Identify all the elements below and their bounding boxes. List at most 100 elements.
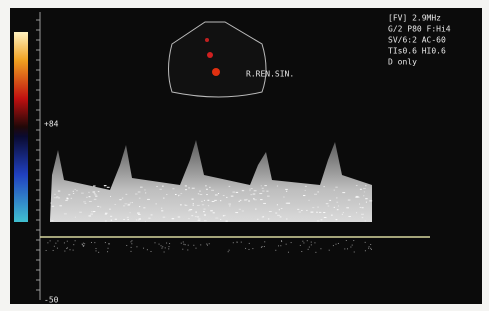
speckle [166,194,167,195]
speckle [231,196,234,197]
speckle [360,207,362,208]
speckle [193,203,194,204]
speckle [323,212,325,213]
speckle [168,248,169,249]
speckle [207,245,208,246]
speckle [253,198,255,199]
speckle [50,240,51,241]
speckle [249,190,250,191]
speckle [279,209,280,210]
speckle [104,186,105,187]
speckle [311,244,312,245]
speckle [162,186,164,187]
speckle [109,243,110,244]
speckle [126,245,127,246]
speckle [202,204,204,205]
speckle [269,211,272,212]
speckle [342,214,343,215]
speckle [105,220,107,221]
speckle [86,197,87,198]
speckle [262,246,263,247]
speckle [126,194,128,195]
speckle [135,194,137,195]
speckle [324,186,325,187]
speckle [249,243,250,244]
speckle [264,241,265,242]
speckle [242,210,244,211]
speckle [242,190,244,191]
speckle [161,248,162,249]
speckle [350,247,351,248]
speckle [66,248,67,249]
speckle [57,240,58,241]
speckle [132,202,133,203]
speckle [185,189,187,190]
speckle [368,248,369,249]
speckle [203,209,205,210]
speckle [321,219,323,220]
color-bar [14,32,28,222]
speckle [215,218,218,219]
speckle [58,197,60,198]
speckle [213,212,215,213]
speckle [188,187,189,188]
speckle [159,189,161,190]
speckle [331,215,333,216]
speckle [356,196,359,197]
speckle [195,212,197,213]
speckle [226,197,227,198]
speckle [123,205,125,206]
speckle [307,240,308,241]
speckle [251,188,253,189]
speckle [297,209,299,210]
speckle [371,249,372,250]
speckle [114,204,116,205]
speckle [154,242,155,243]
speckle [46,250,47,251]
speckle [239,209,241,210]
speckle [195,216,197,217]
speckle [115,219,117,220]
speckle [127,217,129,218]
speckle [355,197,357,198]
speckle [76,190,77,191]
speckle [175,194,177,195]
speckle [180,193,182,194]
speckle [316,212,318,213]
speckle [214,200,217,201]
speckle [211,190,214,191]
speckle [342,192,345,193]
speckle [108,248,109,249]
speckle [64,251,65,252]
speckle [127,219,128,220]
speckle [281,241,282,242]
speckle [223,215,225,216]
speckle [229,205,230,206]
speckle [352,245,353,246]
speckle [223,195,225,196]
speckle [151,251,152,252]
speckle [252,248,253,249]
speckle [198,193,199,194]
speckle [266,191,268,192]
speckle [347,248,348,249]
speckle [144,189,145,190]
speckle [136,246,137,247]
speckle [105,214,107,215]
speckle [263,203,266,204]
ultrasound-display: [FV] 2.9MHz G/2 P80 F:Hi4 SV/6:2 AC-60 T… [0,0,489,311]
speckle [264,246,265,247]
speckle [336,202,338,203]
speckle [204,200,205,201]
speckle [199,191,201,192]
speckle [104,185,107,186]
speckle [131,247,132,248]
speckle [188,245,189,246]
speckle [259,193,262,194]
speckle [73,244,74,245]
speckle [244,199,247,200]
speckle [275,213,277,214]
speckle [98,191,100,192]
speckle [145,192,146,193]
speckle [301,210,302,211]
